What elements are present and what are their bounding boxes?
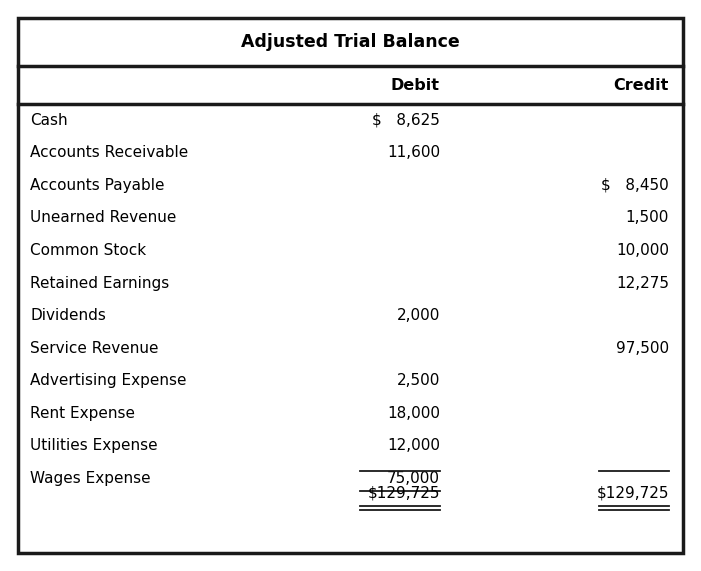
Text: 2,500: 2,500 [397,373,440,388]
Text: $129,725: $129,725 [367,485,440,501]
Text: Retained Earnings: Retained Earnings [30,276,169,291]
Text: Unearned Revenue: Unearned Revenue [30,211,177,226]
Text: $   8,450: $ 8,450 [601,178,669,193]
Text: 1,500: 1,500 [625,211,669,226]
Text: Accounts Receivable: Accounts Receivable [30,146,189,160]
Text: 18,000: 18,000 [387,406,440,421]
Text: 11,600: 11,600 [387,146,440,160]
Text: Cash: Cash [30,113,67,128]
Text: Accounts Payable: Accounts Payable [30,178,165,193]
Text: Adjusted Trial Balance: Adjusted Trial Balance [241,33,460,51]
Text: $   8,625: $ 8,625 [372,113,440,128]
Text: 10,000: 10,000 [616,243,669,258]
Text: Service Revenue: Service Revenue [30,341,158,356]
Text: 97,500: 97,500 [616,341,669,356]
Text: $129,725: $129,725 [597,485,669,501]
Text: Dividends: Dividends [30,308,106,323]
Text: Common Stock: Common Stock [30,243,146,258]
Text: 12,000: 12,000 [387,439,440,453]
Text: 2,000: 2,000 [397,308,440,323]
Text: Wages Expense: Wages Expense [30,471,151,486]
Text: 12,275: 12,275 [616,276,669,291]
Text: Advertising Expense: Advertising Expense [30,373,186,388]
Text: 75,000: 75,000 [387,471,440,486]
Text: Credit: Credit [613,78,669,93]
Text: Rent Expense: Rent Expense [30,406,135,421]
Text: Utilities Expense: Utilities Expense [30,439,158,453]
Text: Debit: Debit [391,78,440,93]
